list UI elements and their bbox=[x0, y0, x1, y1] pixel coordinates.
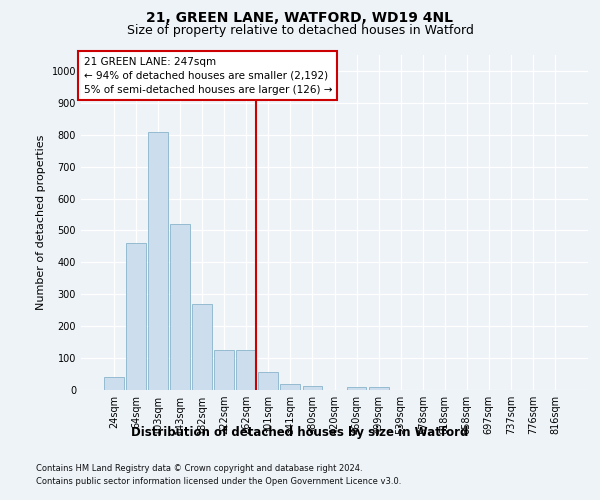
Text: Distribution of detached houses by size in Watford: Distribution of detached houses by size … bbox=[131, 426, 469, 439]
Bar bbox=[148, 132, 168, 390]
Y-axis label: Number of detached properties: Number of detached properties bbox=[36, 135, 46, 310]
Text: 21 GREEN LANE: 247sqm
← 94% of detached houses are smaller (2,192)
5% of semi-de: 21 GREEN LANE: 247sqm ← 94% of detached … bbox=[83, 56, 332, 94]
Bar bbox=[259, 372, 278, 390]
Text: Contains public sector information licensed under the Open Government Licence v3: Contains public sector information licen… bbox=[36, 477, 401, 486]
Bar bbox=[368, 387, 389, 390]
Bar bbox=[302, 386, 322, 390]
Bar bbox=[236, 350, 256, 390]
Bar bbox=[170, 224, 190, 390]
Bar bbox=[280, 384, 301, 390]
Bar bbox=[214, 350, 234, 390]
Bar bbox=[126, 243, 146, 390]
Text: Contains HM Land Registry data © Crown copyright and database right 2024.: Contains HM Land Registry data © Crown c… bbox=[36, 464, 362, 473]
Bar bbox=[192, 304, 212, 390]
Text: Size of property relative to detached houses in Watford: Size of property relative to detached ho… bbox=[127, 24, 473, 37]
Bar bbox=[104, 377, 124, 390]
Text: 21, GREEN LANE, WATFORD, WD19 4NL: 21, GREEN LANE, WATFORD, WD19 4NL bbox=[146, 11, 454, 25]
Bar bbox=[347, 387, 367, 390]
